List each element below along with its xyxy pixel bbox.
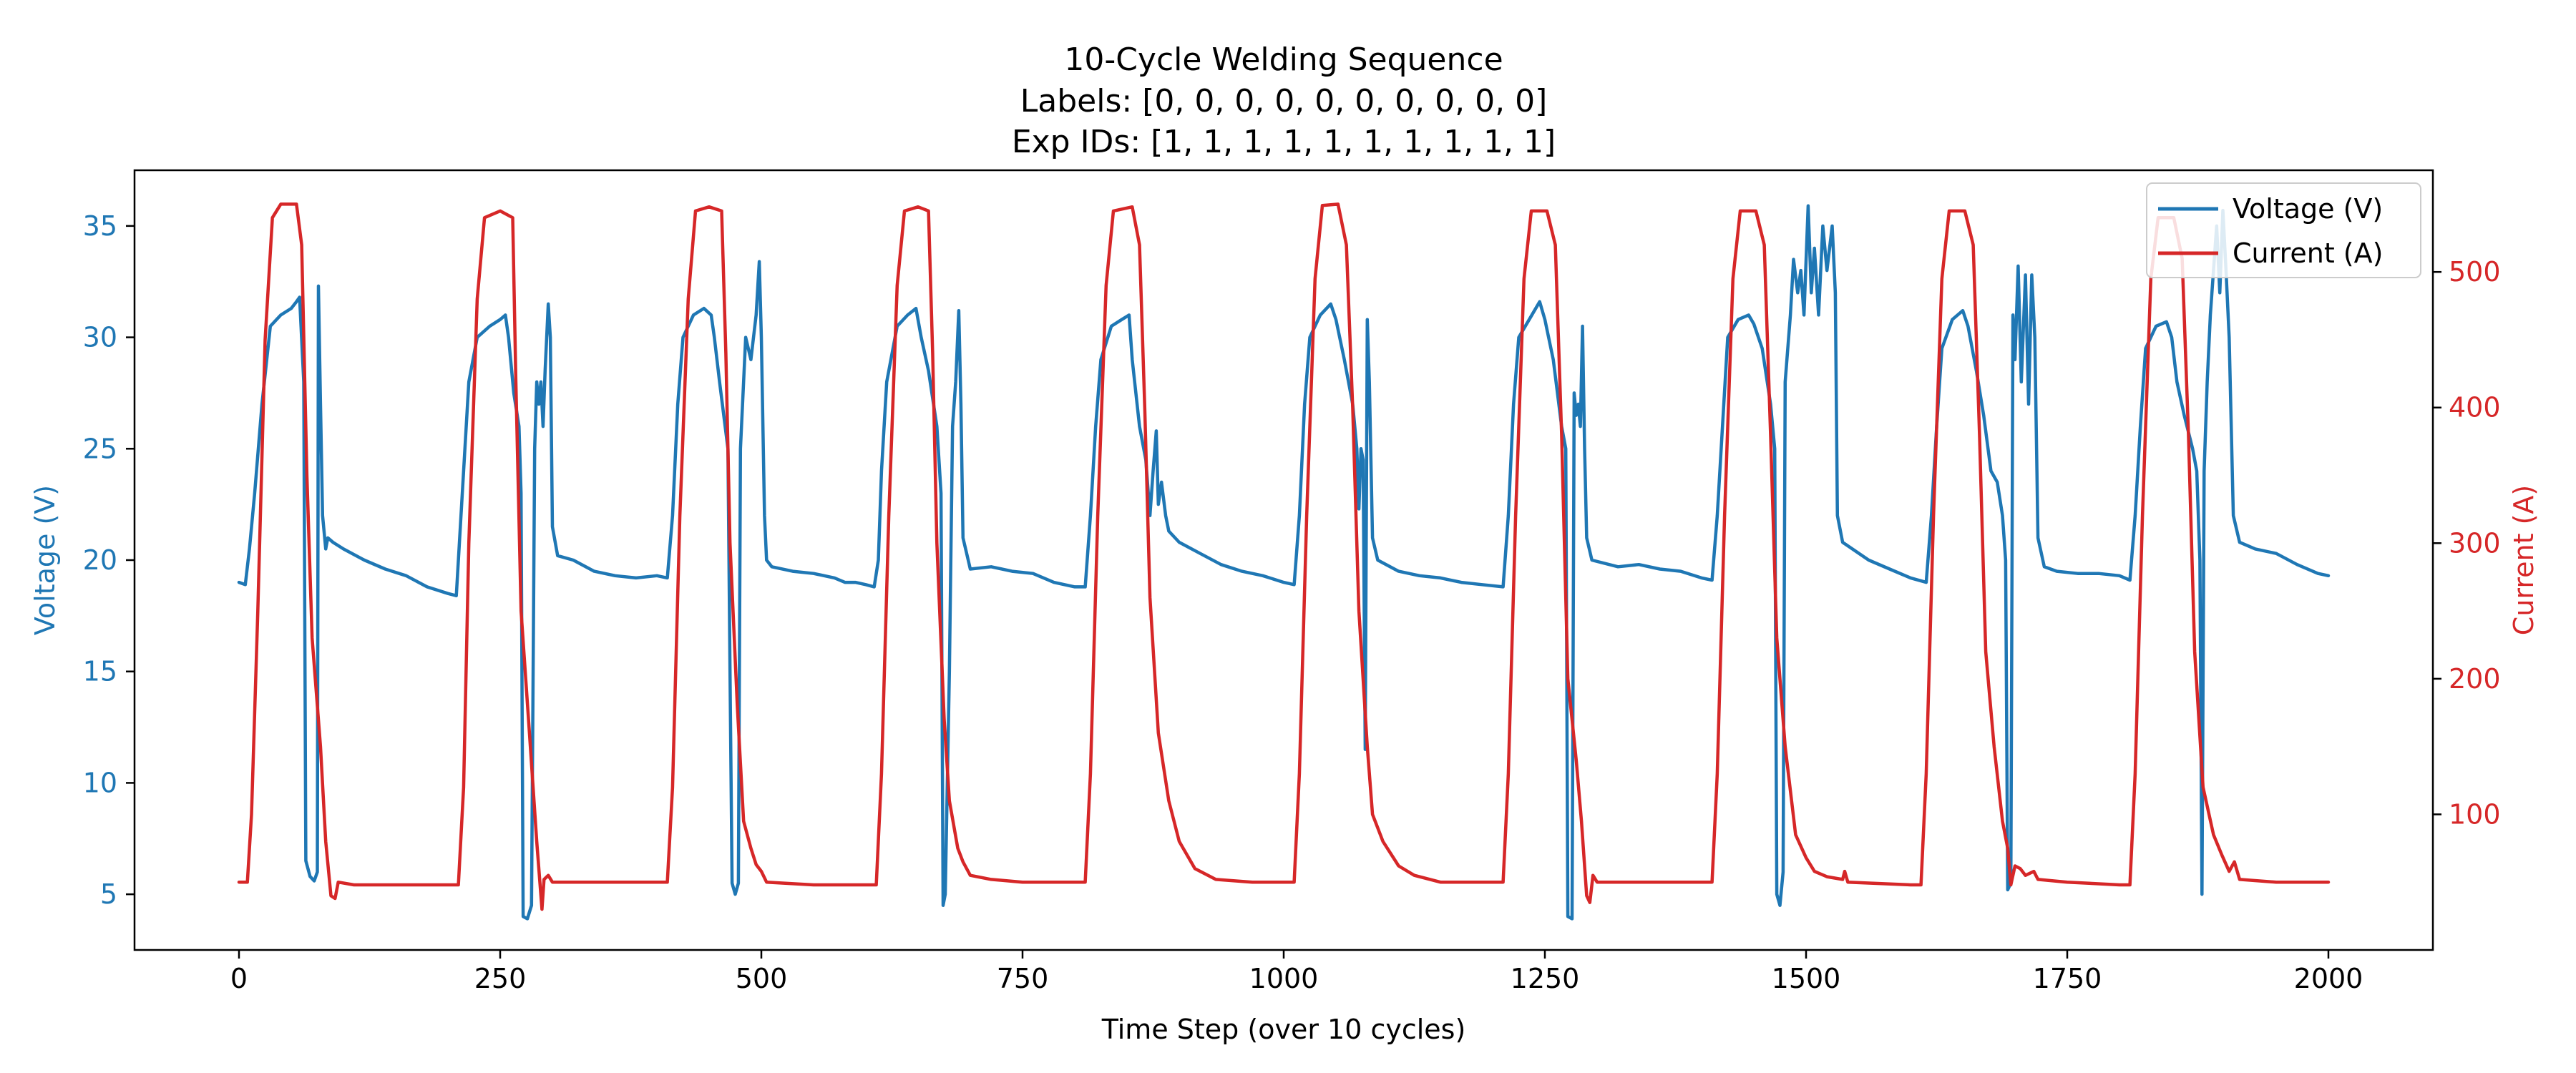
voltage-axis-label: Voltage (V) — [29, 485, 61, 635]
current-tick-label: 400 — [2449, 392, 2501, 423]
voltage-tick-label: 30 — [83, 322, 117, 353]
current-series-line — [237, 202, 2331, 911]
current-tick-label: 200 — [2449, 663, 2501, 695]
title-line-1: 10-Cycle Welding Sequence — [1064, 41, 1503, 78]
legend-voltage-label: Voltage (V) — [2233, 193, 2383, 225]
x-axis-label: Time Step (over 10 cycles) — [1101, 1014, 1466, 1045]
series-layer — [237, 202, 2331, 921]
legend-current-label: Current (A) — [2233, 237, 2383, 269]
x-tick-label: 1000 — [1249, 963, 1319, 994]
x-tick-label: 500 — [736, 963, 788, 994]
current-tick-label: 300 — [2449, 527, 2501, 559]
voltage-series-line — [237, 204, 2331, 921]
x-tick-label: 1250 — [1511, 963, 1580, 994]
voltage-tick-label: 5 — [100, 878, 117, 910]
current-tick-label: 100 — [2449, 798, 2501, 830]
voltage-axis: 5 10 15 20 25 30 35 — [83, 210, 135, 910]
x-tick-label: 750 — [997, 963, 1049, 994]
legend: Voltage (V) Current (A) — [2146, 182, 2421, 278]
current-tick-label: 500 — [2449, 256, 2501, 288]
title-line-2: Labels: [0, 0, 0, 0, 0, 0, 0, 0, 0, 0] — [1020, 83, 1547, 119]
chart-title: 10-Cycle Welding Sequence Labels: [0, 0,… — [1012, 41, 1556, 160]
x-tick-label: 0 — [230, 963, 248, 994]
x-tick-label: 1500 — [1772, 963, 1841, 994]
voltage-tick-label: 25 — [83, 433, 117, 464]
x-axis: 0 250 500 750 1000 1250 1500 1750 2000 — [230, 950, 2363, 994]
voltage-tick-label: 10 — [83, 767, 117, 798]
voltage-tick-label: 15 — [83, 656, 117, 687]
x-tick-label: 250 — [474, 963, 527, 994]
voltage-tick-label: 20 — [83, 544, 117, 576]
title-line-3: Exp IDs: [1, 1, 1, 1, 1, 1, 1, 1, 1, 1] — [1012, 124, 1556, 160]
voltage-tick-label: 35 — [83, 210, 117, 242]
current-axis: 100 200 300 400 500 — [2433, 256, 2501, 830]
x-tick-label: 1750 — [2033, 963, 2102, 994]
current-axis-label: Current (A) — [2508, 485, 2540, 635]
x-tick-label: 2000 — [2294, 963, 2363, 994]
